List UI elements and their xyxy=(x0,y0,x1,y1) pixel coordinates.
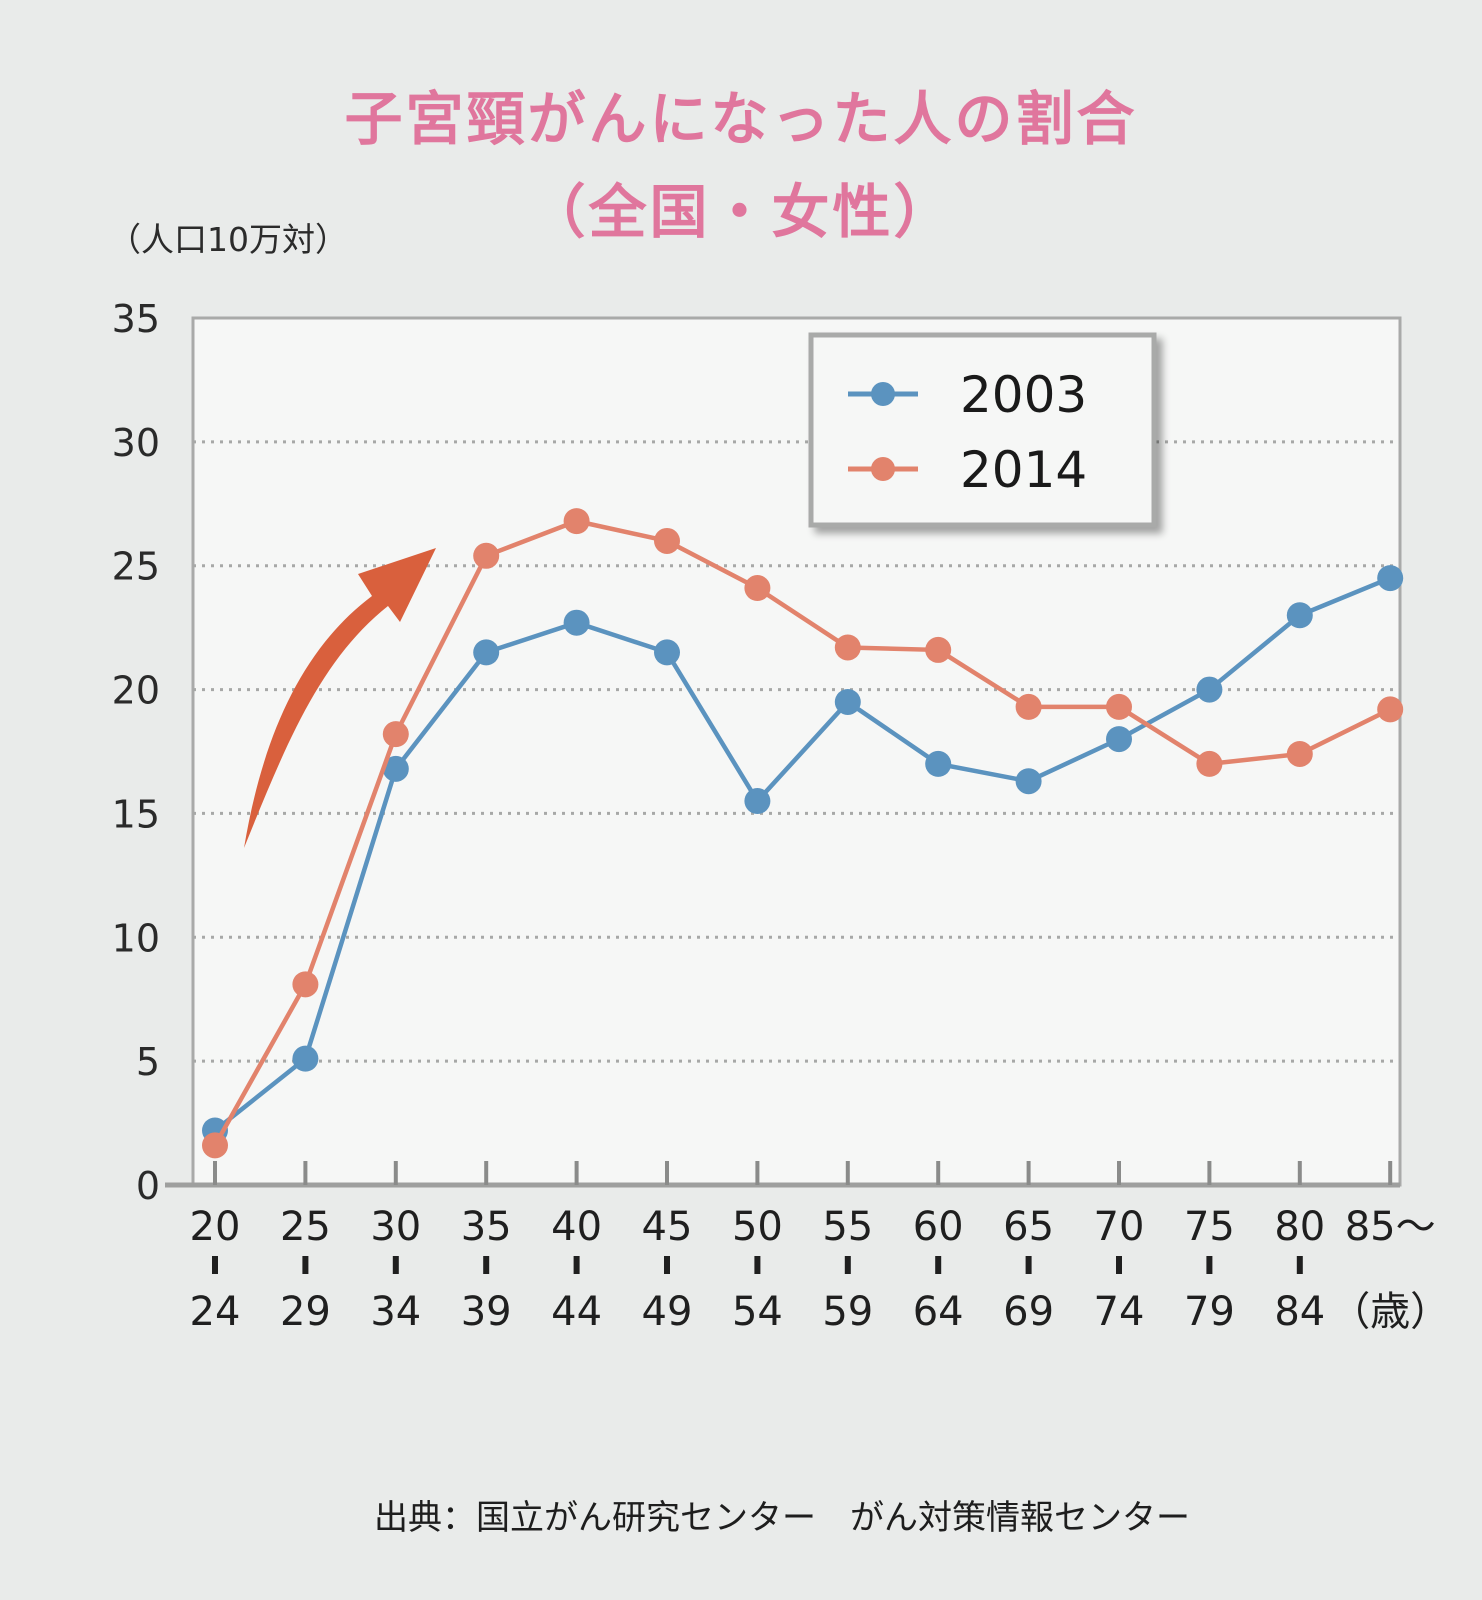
x-range-dash xyxy=(1116,1256,1122,1274)
y-tick-label: 30 xyxy=(112,421,160,465)
data-point-2003 xyxy=(382,755,409,782)
data-point-2003 xyxy=(1106,726,1132,753)
x-range-dash xyxy=(1025,1256,1032,1274)
upward-arrow xyxy=(244,548,436,848)
y-tick-label: 25 xyxy=(112,545,160,589)
data-point-2014 xyxy=(563,508,590,535)
x-range-dash xyxy=(664,1256,670,1274)
x-tick-label-start: 45 xyxy=(642,1204,693,1250)
data-point-2014 xyxy=(834,634,861,661)
x-range-dash xyxy=(302,1256,309,1274)
x-tick-label-start: 50 xyxy=(732,1204,783,1250)
x-tick-label-start: 80 xyxy=(1274,1204,1325,1250)
series-line-2014 xyxy=(213,518,1392,1147)
y-axis-unit-label: （人口10万対） xyxy=(108,220,348,259)
legend-marker-2014 xyxy=(871,457,895,481)
x-range-dash xyxy=(392,1256,399,1274)
x-tick-label-end: 64 xyxy=(913,1289,964,1335)
data-point-2014 xyxy=(654,527,680,554)
x-range-dash xyxy=(754,1256,761,1274)
legend-marker-2003 xyxy=(871,382,895,406)
x-tick-label-start: 75 xyxy=(1184,1204,1235,1250)
y-tick-label: 35 xyxy=(112,297,160,341)
x-tick-label-end: 79 xyxy=(1184,1289,1235,1335)
x-tick-label-start: 85～ xyxy=(1345,1204,1436,1250)
x-tick-label-end: 59 xyxy=(822,1289,873,1335)
data-point-2014 xyxy=(1015,693,1042,720)
data-point-2003 xyxy=(1377,565,1404,592)
x-tick-label-start: 70 xyxy=(1094,1204,1145,1250)
data-point-2014 xyxy=(1106,693,1132,720)
data-point-2003 xyxy=(473,639,500,666)
chart-title-line1: 子宮頸がんになった人の割合 xyxy=(344,85,1138,153)
x-tick-label-end: 84 xyxy=(1274,1289,1325,1335)
data-point-2003 xyxy=(654,639,680,666)
x-tick-label-end: 44 xyxy=(551,1289,602,1335)
data-point-2003 xyxy=(292,1045,319,1072)
chart-title-line2: （全国・女性） xyxy=(527,178,955,246)
x-tick-label-start: 55 xyxy=(822,1204,873,1250)
series-line-2003 xyxy=(213,576,1392,1133)
legend-box xyxy=(808,332,1157,528)
x-tick-label-end: 24 xyxy=(190,1289,241,1335)
y-tick-label: 5 xyxy=(136,1040,160,1084)
x-tick-label-start: 65 xyxy=(1003,1204,1054,1250)
x-tick-label-end: 74 xyxy=(1094,1289,1145,1335)
data-point-2003 xyxy=(1015,768,1042,795)
x-tick-label-end: （歳） xyxy=(1330,1289,1450,1335)
data-point-2014 xyxy=(925,636,952,663)
data-point-2003 xyxy=(1286,602,1313,629)
data-point-2003 xyxy=(834,688,861,715)
y-tick-label: 20 xyxy=(112,669,160,713)
x-tick-label-end: 29 xyxy=(280,1289,331,1335)
data-point-2014 xyxy=(202,1132,228,1159)
x-tick-label-start: 30 xyxy=(370,1204,421,1250)
source-note: 出典：国立がん研究センター がん対策情報センター xyxy=(374,1498,1190,1538)
x-tick-label-start: 35 xyxy=(461,1204,512,1250)
legend-label-2003: 2003 xyxy=(960,366,1087,424)
data-point-2014 xyxy=(473,542,500,569)
y-tick-label: 10 xyxy=(112,916,160,960)
x-tick-label-start: 40 xyxy=(551,1204,602,1250)
data-point-2014 xyxy=(292,971,319,998)
x-range-dash xyxy=(844,1256,851,1274)
plot-area xyxy=(191,316,1402,1187)
data-point-2014 xyxy=(1286,740,1313,767)
data-point-2014 xyxy=(744,575,771,602)
x-range-dash xyxy=(1296,1256,1303,1274)
x-tick-label-start: 60 xyxy=(913,1204,964,1250)
x-tick-label-end: 69 xyxy=(1003,1289,1054,1335)
x-range-dash xyxy=(573,1256,580,1274)
data-point-2014 xyxy=(1377,696,1404,723)
data-point-2003 xyxy=(925,750,952,777)
data-point-2014 xyxy=(1196,750,1223,777)
series-2014 xyxy=(202,508,1404,1159)
x-tick-label-end: 39 xyxy=(461,1289,512,1335)
x-range-dash xyxy=(1206,1256,1213,1274)
x-tick-label-start: 25 xyxy=(280,1204,331,1250)
data-point-2003 xyxy=(563,609,590,636)
x-tick-label-end: 54 xyxy=(732,1289,783,1335)
x-range-dash xyxy=(212,1256,218,1274)
y-tick-label: 0 xyxy=(136,1164,160,1208)
x-tick-label-end: 34 xyxy=(370,1289,421,1335)
x-range-dash xyxy=(935,1256,942,1274)
x-tick-label-start: 20 xyxy=(190,1204,241,1250)
y-tick-label: 15 xyxy=(112,792,160,836)
data-point-2003 xyxy=(1196,676,1223,703)
data-point-2003 xyxy=(744,788,771,815)
data-point-2014 xyxy=(382,721,409,748)
x-range-dash xyxy=(483,1256,490,1274)
x-tick-label-end: 49 xyxy=(642,1289,693,1335)
legend-label-2014: 2014 xyxy=(960,441,1087,499)
